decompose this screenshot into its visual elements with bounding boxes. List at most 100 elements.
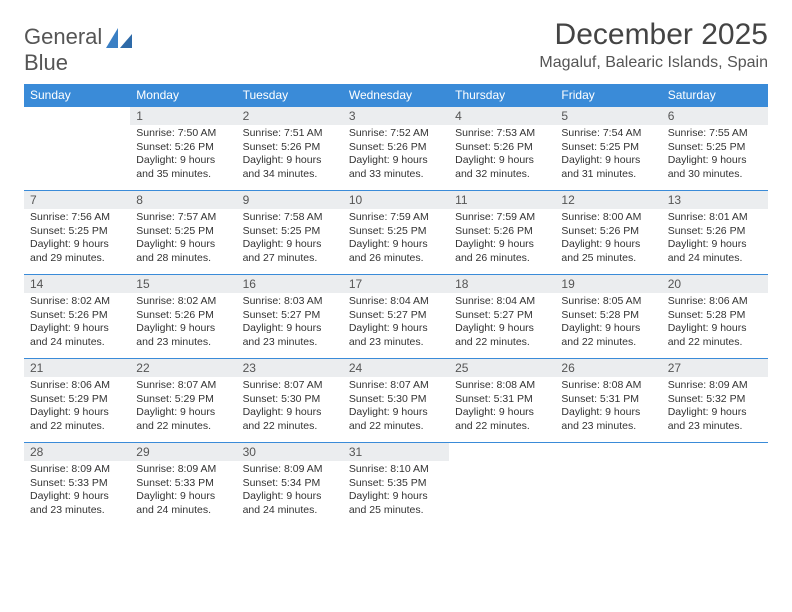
location: Magaluf, Balearic Islands, Spain <box>539 54 768 72</box>
day-details: Sunrise: 8:05 AMSunset: 5:28 PMDaylight:… <box>555 293 661 354</box>
calendar-cell: 6Sunrise: 7:55 AMSunset: 5:25 PMDaylight… <box>662 107 768 191</box>
calendar-cell: . <box>662 443 768 527</box>
calendar-cell: 14Sunrise: 8:02 AMSunset: 5:26 PMDayligh… <box>24 275 130 359</box>
day-details: Sunrise: 8:04 AMSunset: 5:27 PMDaylight:… <box>449 293 555 354</box>
calendar-cell: 13Sunrise: 8:01 AMSunset: 5:26 PMDayligh… <box>662 191 768 275</box>
day-details: Sunrise: 8:07 AMSunset: 5:30 PMDaylight:… <box>343 377 449 438</box>
calendar-cell: 4Sunrise: 7:53 AMSunset: 5:26 PMDaylight… <box>449 107 555 191</box>
day-number: 8 <box>130 191 236 209</box>
day-details: Sunrise: 8:02 AMSunset: 5:26 PMDaylight:… <box>24 293 130 354</box>
day-details: Sunrise: 8:07 AMSunset: 5:29 PMDaylight:… <box>130 377 236 438</box>
day-details: Sunrise: 7:59 AMSunset: 5:26 PMDaylight:… <box>449 209 555 270</box>
day-details: Sunrise: 7:56 AMSunset: 5:25 PMDaylight:… <box>24 209 130 270</box>
day-number: 4 <box>449 107 555 125</box>
calendar-cell: 28Sunrise: 8:09 AMSunset: 5:33 PMDayligh… <box>24 443 130 527</box>
calendar-cell: 16Sunrise: 8:03 AMSunset: 5:27 PMDayligh… <box>237 275 343 359</box>
weekday-header: Sunday <box>24 84 130 107</box>
day-number: 29 <box>130 443 236 461</box>
calendar-cell: 30Sunrise: 8:09 AMSunset: 5:34 PMDayligh… <box>237 443 343 527</box>
day-details: Sunrise: 7:51 AMSunset: 5:26 PMDaylight:… <box>237 125 343 186</box>
calendar-row: 28Sunrise: 8:09 AMSunset: 5:33 PMDayligh… <box>24 443 768 527</box>
day-details: Sunrise: 8:02 AMSunset: 5:26 PMDaylight:… <box>130 293 236 354</box>
day-number: 11 <box>449 191 555 209</box>
day-details: Sunrise: 8:09 AMSunset: 5:32 PMDaylight:… <box>662 377 768 438</box>
day-details: Sunrise: 8:08 AMSunset: 5:31 PMDaylight:… <box>449 377 555 438</box>
day-details: Sunrise: 8:06 AMSunset: 5:29 PMDaylight:… <box>24 377 130 438</box>
day-number: 3 <box>343 107 449 125</box>
calendar-cell: 7Sunrise: 7:56 AMSunset: 5:25 PMDaylight… <box>24 191 130 275</box>
brand-logo: General Blue <box>24 18 134 76</box>
day-number: 13 <box>662 191 768 209</box>
calendar-row: 7Sunrise: 7:56 AMSunset: 5:25 PMDaylight… <box>24 191 768 275</box>
calendar-cell: 5Sunrise: 7:54 AMSunset: 5:25 PMDaylight… <box>555 107 661 191</box>
day-number: 31 <box>343 443 449 461</box>
day-number: 1 <box>130 107 236 125</box>
calendar-cell: 19Sunrise: 8:05 AMSunset: 5:28 PMDayligh… <box>555 275 661 359</box>
day-number: 7 <box>24 191 130 209</box>
weekday-header: Thursday <box>449 84 555 107</box>
day-number: 14 <box>24 275 130 293</box>
day-details: Sunrise: 7:58 AMSunset: 5:25 PMDaylight:… <box>237 209 343 270</box>
day-details: Sunrise: 7:57 AMSunset: 5:25 PMDaylight:… <box>130 209 236 270</box>
calendar-cell: 9Sunrise: 7:58 AMSunset: 5:25 PMDaylight… <box>237 191 343 275</box>
day-details: Sunrise: 7:53 AMSunset: 5:26 PMDaylight:… <box>449 125 555 186</box>
day-number: 27 <box>662 359 768 377</box>
day-number: 23 <box>237 359 343 377</box>
calendar-cell: 11Sunrise: 7:59 AMSunset: 5:26 PMDayligh… <box>449 191 555 275</box>
day-number: 6 <box>662 107 768 125</box>
day-number: 17 <box>343 275 449 293</box>
calendar-cell: 18Sunrise: 8:04 AMSunset: 5:27 PMDayligh… <box>449 275 555 359</box>
calendar-cell: 29Sunrise: 8:09 AMSunset: 5:33 PMDayligh… <box>130 443 236 527</box>
day-details: Sunrise: 8:07 AMSunset: 5:30 PMDaylight:… <box>237 377 343 438</box>
day-number: 16 <box>237 275 343 293</box>
calendar-cell: 22Sunrise: 8:07 AMSunset: 5:29 PMDayligh… <box>130 359 236 443</box>
day-details: Sunrise: 7:55 AMSunset: 5:25 PMDaylight:… <box>662 125 768 186</box>
calendar-cell: 1Sunrise: 7:50 AMSunset: 5:26 PMDaylight… <box>130 107 236 191</box>
day-number: 19 <box>555 275 661 293</box>
day-number: 18 <box>449 275 555 293</box>
day-number: 21 <box>24 359 130 377</box>
header: General Blue December 2025 Magaluf, Bale… <box>24 18 768 76</box>
day-details: Sunrise: 7:54 AMSunset: 5:25 PMDaylight:… <box>555 125 661 186</box>
calendar-cell: 10Sunrise: 7:59 AMSunset: 5:25 PMDayligh… <box>343 191 449 275</box>
title-block: December 2025 Magaluf, Balearic Islands,… <box>539 18 768 72</box>
calendar-cell: . <box>555 443 661 527</box>
day-details: Sunrise: 8:09 AMSunset: 5:33 PMDaylight:… <box>24 461 130 522</box>
day-details: Sunrise: 8:03 AMSunset: 5:27 PMDaylight:… <box>237 293 343 354</box>
day-details: Sunrise: 8:04 AMSunset: 5:27 PMDaylight:… <box>343 293 449 354</box>
brand-name-2: Blue <box>24 50 68 75</box>
calendar-cell: 25Sunrise: 8:08 AMSunset: 5:31 PMDayligh… <box>449 359 555 443</box>
day-number: 12 <box>555 191 661 209</box>
calendar-cell: 20Sunrise: 8:06 AMSunset: 5:28 PMDayligh… <box>662 275 768 359</box>
calendar-cell: . <box>24 107 130 191</box>
brand-name-1: General <box>24 24 102 49</box>
day-details: Sunrise: 8:01 AMSunset: 5:26 PMDaylight:… <box>662 209 768 270</box>
day-details: Sunrise: 8:06 AMSunset: 5:28 PMDaylight:… <box>662 293 768 354</box>
calendar-cell: 8Sunrise: 7:57 AMSunset: 5:25 PMDaylight… <box>130 191 236 275</box>
calendar-cell: 12Sunrise: 8:00 AMSunset: 5:26 PMDayligh… <box>555 191 661 275</box>
day-details: Sunrise: 8:00 AMSunset: 5:26 PMDaylight:… <box>555 209 661 270</box>
day-details: Sunrise: 7:50 AMSunset: 5:26 PMDaylight:… <box>130 125 236 186</box>
day-number: 24 <box>343 359 449 377</box>
day-details: Sunrise: 8:08 AMSunset: 5:31 PMDaylight:… <box>555 377 661 438</box>
month-title: December 2025 <box>539 18 768 52</box>
day-details: Sunrise: 7:52 AMSunset: 5:26 PMDaylight:… <box>343 125 449 186</box>
day-number: 30 <box>237 443 343 461</box>
day-number: 26 <box>555 359 661 377</box>
day-number: 22 <box>130 359 236 377</box>
brand-text: General Blue <box>24 24 102 76</box>
calendar-cell: . <box>449 443 555 527</box>
weekday-header: Friday <box>555 84 661 107</box>
day-details: Sunrise: 7:59 AMSunset: 5:25 PMDaylight:… <box>343 209 449 270</box>
weekday-header: Saturday <box>662 84 768 107</box>
day-number: 2 <box>237 107 343 125</box>
day-number: 28 <box>24 443 130 461</box>
sail-icon <box>104 26 134 52</box>
calendar-cell: 24Sunrise: 8:07 AMSunset: 5:30 PMDayligh… <box>343 359 449 443</box>
day-number: 9 <box>237 191 343 209</box>
calendar-table: SundayMondayTuesdayWednesdayThursdayFrid… <box>24 84 768 527</box>
calendar-cell: 3Sunrise: 7:52 AMSunset: 5:26 PMDaylight… <box>343 107 449 191</box>
day-number: 5 <box>555 107 661 125</box>
calendar-cell: 2Sunrise: 7:51 AMSunset: 5:26 PMDaylight… <box>237 107 343 191</box>
calendar-body: .1Sunrise: 7:50 AMSunset: 5:26 PMDayligh… <box>24 107 768 527</box>
